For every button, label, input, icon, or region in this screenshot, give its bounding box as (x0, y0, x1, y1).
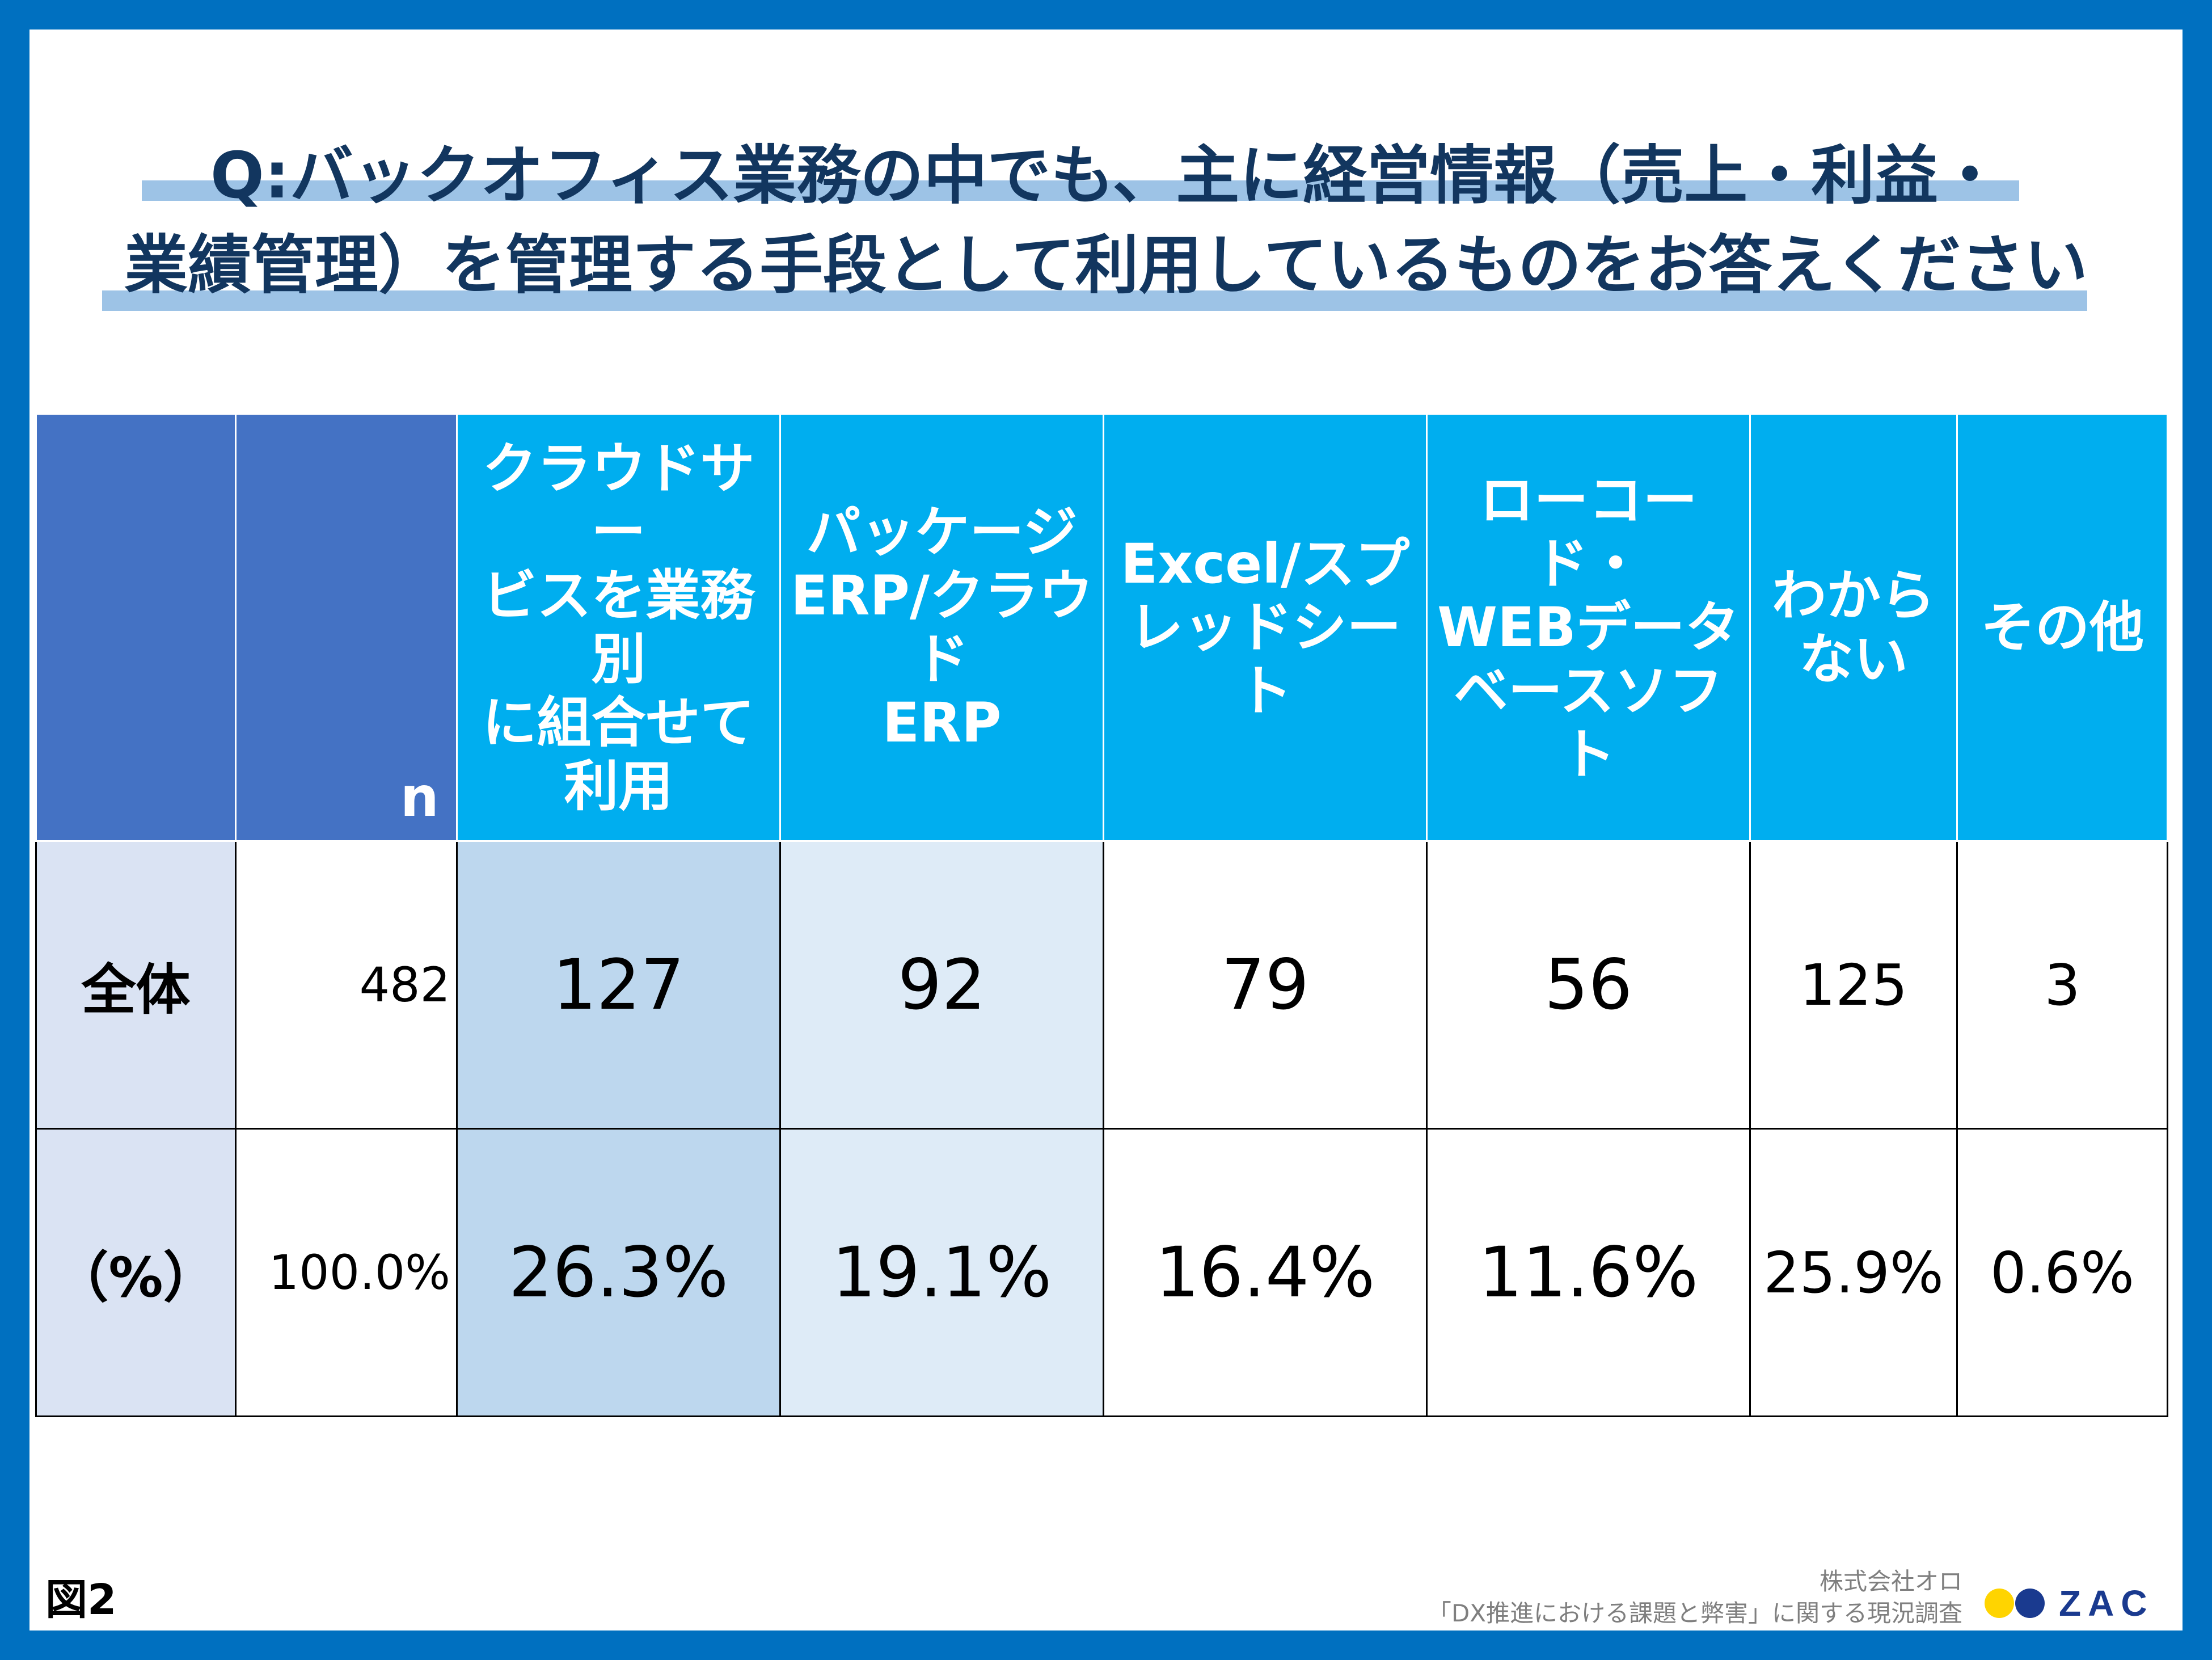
zac-logo: ZAC (1985, 1583, 2154, 1624)
value-cell: 25.9% (1749, 1128, 1958, 1417)
value-cell: 125 (1749, 840, 1958, 1130)
header-row-label (35, 413, 237, 842)
value-cell: 56 (1426, 840, 1751, 1130)
header-col: Excel/スプ レッドシート (1103, 413, 1428, 842)
header-col: その他 (1956, 413, 2168, 842)
n-value: 482 (235, 840, 458, 1130)
logo-text: ZAC (2059, 1583, 2154, 1624)
n-value: 100.0% (235, 1128, 458, 1417)
header-col-line: 利用 (564, 755, 673, 818)
value-cell: 79 (1103, 840, 1428, 1130)
row-label: （%） (35, 1128, 237, 1417)
title-line-2: 業績管理）を管理する手段として利用しているものをお答えください (124, 229, 2088, 302)
header-col-line: ベースソフト (1453, 659, 1724, 786)
header-col-line: その他 (1981, 596, 2144, 659)
value-cell: 3 (1956, 840, 2168, 1130)
table-row-percent: （%） 100.0% 26.3% 19.1% 16.4% 11.6% 25.9%… (35, 1128, 2168, 1417)
header-col: パッケージ ERP/クラウド ERP (779, 413, 1104, 842)
table-row-count: 全体 482 127 92 79 56 125 3 (35, 840, 2168, 1130)
header-col-line: に組合せて (482, 691, 755, 755)
header-col-line: わから (1772, 564, 1935, 627)
title-highlight-2 (102, 290, 2087, 311)
value-cell: 16.4% (1103, 1128, 1428, 1417)
header-col-line: クラウドサー (482, 437, 755, 564)
title-line-1: Q:バックオフィス業務の中でも、主に経営情報（売上・利益・ (210, 139, 2002, 213)
company-name: 株式会社オロ (1819, 1568, 1962, 1595)
survey-name: 「DX推進における課題と弊害」に関する現況調査 (1427, 1599, 1962, 1627)
header-col-line: ローコード・ (1479, 469, 1698, 596)
header-n: n (235, 413, 458, 842)
header-col: わから ない (1749, 413, 1958, 842)
header-col: クラウドサー ビスを業務別 に組合せて 利用 (456, 413, 781, 842)
value-cell: 92 (779, 840, 1104, 1130)
results-table: n クラウドサー ビスを業務別 に組合せて 利用 パッケージ ERP/クラウド ERP E… (35, 413, 2168, 1417)
logo-dot-yellow (1985, 1589, 2014, 1618)
figure-label: 図2 (45, 1575, 117, 1624)
header-col-line: ERP/クラウド (791, 564, 1093, 691)
header-col-line: ERP (882, 691, 1002, 755)
header-col-line: ビスを業務別 (482, 564, 755, 691)
row-label: 全体 (35, 840, 237, 1130)
value-cell: 26.3% (456, 1128, 781, 1417)
header-col-line: レッドシート (1129, 596, 1402, 723)
value-cell: 127 (456, 840, 781, 1130)
value-cell: 11.6% (1426, 1128, 1751, 1417)
header-col-line: ない (1799, 627, 1908, 691)
header-col-line: Excel/スプ (1120, 532, 1410, 596)
value-cell: 19.1% (779, 1128, 1104, 1417)
title-highlight-1 (142, 180, 2019, 201)
logo-dot-navy (2015, 1589, 2045, 1618)
header-col-line: WEBデータ (1437, 596, 1740, 659)
value-cell: 0.6% (1956, 1128, 2168, 1417)
header-col-line: パッケージ (806, 500, 1078, 564)
header-row: n クラウドサー ビスを業務別 に組合せて 利用 パッケージ ERP/クラウド ERP E… (35, 413, 2168, 842)
header-col: ローコード・ WEBデータ ベースソフト (1426, 413, 1751, 842)
